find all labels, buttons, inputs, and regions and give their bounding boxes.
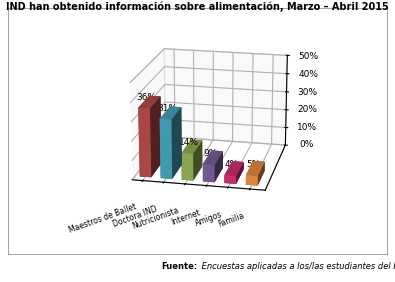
Text: IND han obtenido información sobre alimentación, Marzo – Abril 2015: IND han obtenido información sobre alime… (6, 1, 389, 12)
Text: Encuestas aplicadas a los/las estudiantes del IND, 2015: Encuestas aplicadas a los/las estudiante… (199, 262, 395, 271)
Text: Fuente:: Fuente: (161, 262, 198, 271)
